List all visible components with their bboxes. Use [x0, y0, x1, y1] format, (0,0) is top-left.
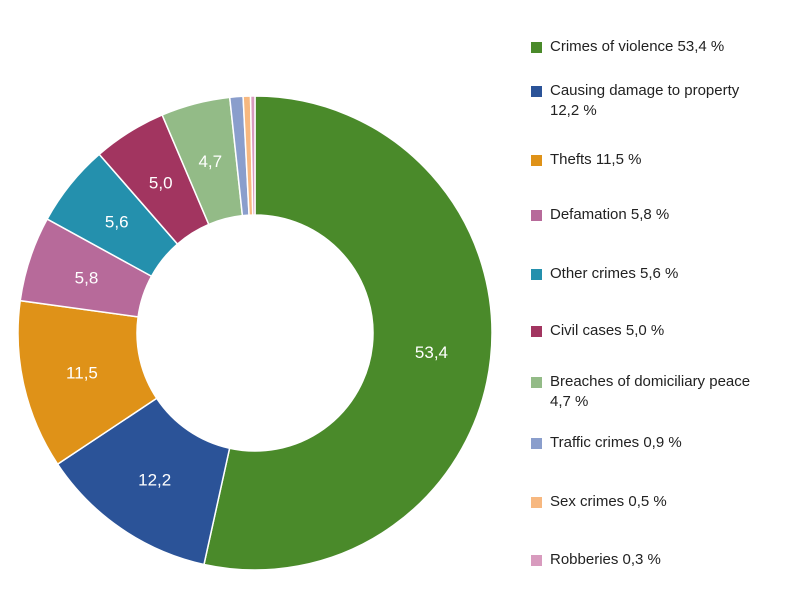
slice-crimes-of-violence — [203, 95, 493, 571]
legend-swatch — [531, 555, 542, 566]
data-label: 5,6 — [105, 213, 129, 232]
data-label: 4,7 — [198, 152, 222, 171]
legend-item: Defamation 5,8 % — [531, 205, 765, 225]
legend-label: Other crimes 5,6 % — [550, 265, 679, 282]
slice-robberies — [249, 95, 256, 216]
legend-item: Traffic crimes 0,9 % — [531, 433, 765, 453]
data-label: 5,0 — [149, 174, 173, 193]
legend-swatch — [531, 377, 542, 388]
legend-label: Civil cases 5,0 % — [550, 322, 665, 339]
legend-swatch — [531, 86, 542, 97]
legend-label: Defamation 5,8 % — [550, 206, 670, 223]
legend-swatch — [531, 210, 542, 221]
legend-label: Sex crimes 0,5 % — [550, 493, 667, 510]
legend-item: Civil cases 5,0 % — [531, 321, 765, 341]
legend-item: Sex crimes 0,5 % — [531, 492, 765, 512]
legend-swatch — [531, 155, 542, 166]
legend-item: Robberies 0,3 % — [531, 550, 765, 570]
data-label: 5,8 — [75, 268, 99, 287]
legend-swatch — [531, 326, 542, 337]
legend-swatch — [531, 269, 542, 280]
legend-item: Other crimes 5,6 % — [531, 264, 765, 284]
legend-item: Thefts 11,5 % — [531, 150, 765, 170]
legend-label: Traffic crimes 0,9 % — [550, 434, 682, 451]
legend-swatch — [531, 497, 542, 508]
data-label: 53,4 — [415, 343, 448, 362]
legend-item: Crimes of violence 53,4 % — [531, 37, 765, 57]
legend-label: Robberies 0,3 % — [550, 551, 661, 568]
legend-item: Causing damage to property 12,2 % — [531, 81, 765, 121]
legend-label: Thefts 11,5 % — [550, 151, 642, 168]
legend-item: Breaches of domiciliary peace 4,7 % — [531, 372, 765, 412]
legend-label: Crimes of violence 53,4 % — [550, 38, 725, 55]
legend-swatch — [531, 438, 542, 449]
legend-label: Causing damage to property 12,2 % — [550, 82, 740, 119]
data-label: 12,2 — [138, 470, 171, 489]
data-label: 11,5 — [66, 364, 98, 383]
legend-swatch — [531, 42, 542, 53]
legend-label: Breaches of domiciliary peace 4,7 % — [550, 373, 751, 410]
